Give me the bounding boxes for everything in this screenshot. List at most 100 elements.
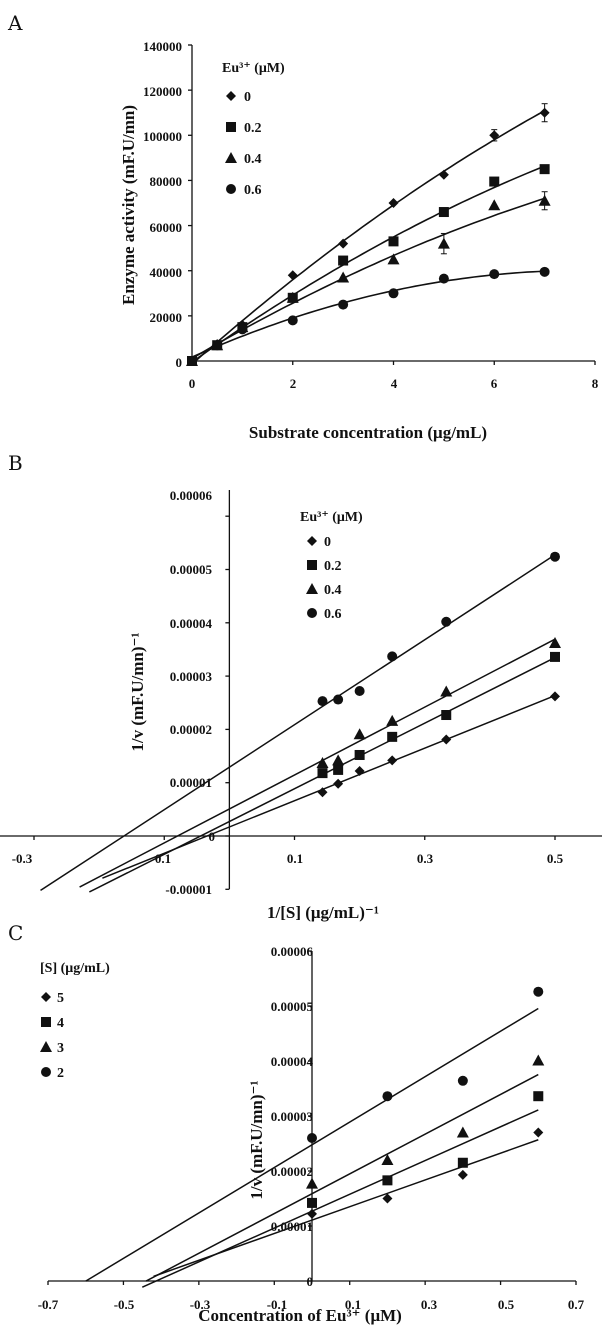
a-point [187,356,197,366]
c-point [382,1193,393,1204]
b-point [440,685,453,697]
a-xtick-4: 8 [592,376,599,391]
a-point [539,266,550,277]
b-point [387,755,398,766]
a-point [337,271,350,283]
a-point [438,273,449,284]
c-xtick-5: 0.3 [421,1297,438,1312]
panel-b-y-ticks: 0.00006 0.00005 0.00004 0.00003 0.00002 … [165,488,215,897]
c-fit-line [85,1007,539,1282]
a-legend-marker [226,184,236,194]
a-point [489,130,500,141]
b-series-0: 0 [102,535,560,879]
b-ytick-3: 0.00002 [170,722,212,737]
c-xtick-2: -0.3 [190,1297,211,1312]
a-ytick-0: 0 [176,355,183,370]
b-series-0.4: 0.4 [79,583,561,888]
a-point [539,107,550,118]
a-point [489,176,500,187]
b-point [550,691,560,702]
c-legend-marker [41,992,51,1002]
a-fit-line [191,270,545,358]
c-ytick-2: 0.00002 [271,1164,313,1179]
b-x-axis-title: 1/[S] (μg/mL)⁻¹ [267,903,379,922]
c-legend-title: [S] (μg/mL) [40,961,110,976]
a-ytick-5: 100000 [143,129,182,144]
b-point [441,710,452,721]
b-point [317,768,328,779]
c-point [307,1133,317,1143]
a-legend-label: 0.2 [244,121,262,136]
a-point [388,236,399,247]
b-ytick-5: 0.00004 [170,616,213,631]
c-point [457,1169,468,1180]
b-ytick-4: 0.00003 [170,669,213,684]
c-fit-line [141,1109,539,1288]
b-point [317,787,328,798]
c-point [532,1054,545,1066]
panel-a: A 0 20000 40000 60000 80000 100000 12000… [7,11,599,442]
c-y-axis-title: 1/v (mF.U/mn)⁻¹ [247,1080,266,1199]
b-xtick-3: 0.3 [417,851,434,866]
c-ytick-6: 0.00006 [271,944,314,959]
c-legend-marker [41,1017,51,1027]
b-y-axis-title: 1/v (mF.U/mn)⁻¹ [128,632,147,751]
b-series-0.6: 0.6 [40,551,560,892]
a-point [338,299,349,310]
b-point [550,551,560,562]
c-ytick-3: 0.00003 [271,1109,314,1124]
b-point [441,616,452,627]
c-legend-label: 2 [57,1066,64,1081]
c-point [382,1091,393,1102]
a-ytick-6: 120000 [143,84,182,99]
c-fit-line [145,1073,539,1282]
b-point [354,765,365,776]
a-point [538,194,551,206]
a-fit-line [191,165,545,363]
b-point [354,686,365,697]
a-point [237,324,248,335]
a-point [388,288,399,299]
b-point [441,734,452,745]
c-legend-label: 4 [57,1016,64,1031]
a-legend-marker [225,152,237,163]
a-point [388,198,399,208]
c-point [533,1127,544,1138]
b-legend-marker [307,536,317,546]
b-point [333,764,344,775]
c-point [533,986,544,997]
panel-b-x-ticks: -0.3 0.1 0.1 0.3 0.5 [12,851,564,866]
a-fit-line [191,197,545,360]
c-point [381,1154,394,1165]
c-xtick-1: -0.5 [114,1297,135,1312]
c-series-4: 4 [41,1016,544,1288]
b-axes [0,490,602,890]
b-point [549,637,561,649]
c-ytick-4: 0.00004 [271,1054,314,1069]
c-legend-label: 3 [57,1041,64,1056]
b-legend-marker [307,608,317,618]
a-xtick-0: 0 [189,376,196,391]
a-point [338,238,349,249]
b-point [387,731,398,742]
a-legend-label: 0.4 [244,152,262,167]
c-legend-marker [40,1041,52,1052]
a-point [489,269,500,280]
a-x-axis-title: Substrate concentration (μg/mL) [249,423,487,442]
b-point [316,756,329,768]
a-xtick-1: 2 [290,376,297,391]
b-fit-line [79,638,556,888]
c-point [456,1126,469,1138]
c-x-axis-title: Concentration of Eu³⁺ (μM) [198,1306,402,1325]
c-point [457,1157,468,1168]
a-point [287,315,298,326]
b-ytick-6: 0.00005 [170,562,213,577]
a-point [438,207,449,218]
b-xtick-2: 0.1 [287,851,303,866]
c-legend-marker [41,1067,51,1077]
c-xtick-4: 0.1 [345,1297,361,1312]
c-axes [47,950,577,1285]
b-point [387,651,398,662]
a-xtick-3: 6 [491,376,498,391]
